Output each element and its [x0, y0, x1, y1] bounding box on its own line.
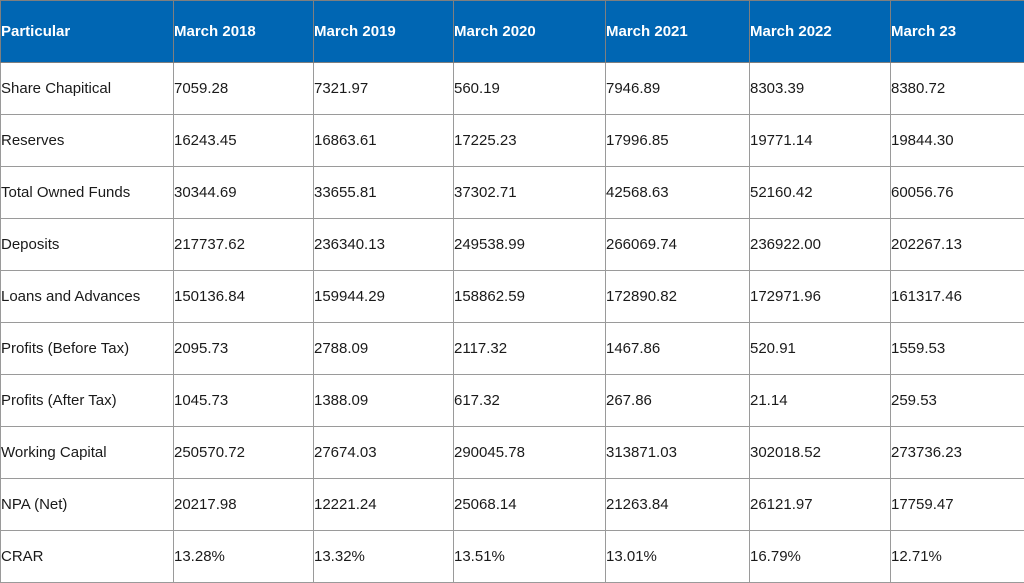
table-cell: 17996.85 — [605, 114, 750, 167]
table-cell: 8380.72 — [890, 62, 1024, 115]
table-cell: 2095.73 — [173, 322, 314, 375]
table-cell: 236340.13 — [313, 218, 454, 271]
row-label: Total Owned Funds — [0, 166, 174, 219]
table-row: Share Chapitical 7059.28 7321.97 560.19 … — [0, 62, 1024, 115]
table-row: CRAR 13.28% 13.32% 13.51% 13.01% 16.79% … — [0, 530, 1024, 583]
table-cell: 13.28% — [173, 530, 314, 583]
table-cell: 313871.03 — [605, 426, 750, 479]
table-cell: 249538.99 — [453, 218, 606, 271]
table-cell: 159944.29 — [313, 270, 454, 323]
table-cell: 25068.14 — [453, 478, 606, 531]
table-cell: 259.53 — [890, 374, 1024, 427]
table-cell: 7321.97 — [313, 62, 454, 115]
table-cell: 217737.62 — [173, 218, 314, 271]
table-cell: 27674.03 — [313, 426, 454, 479]
table-cell: 1045.73 — [173, 374, 314, 427]
header-row: Particular March 2018 March 2019 March 2… — [0, 0, 1024, 63]
table-cell: 236922.00 — [749, 218, 891, 271]
row-label: Profits (After Tax) — [0, 374, 174, 427]
table-cell: 7946.89 — [605, 62, 750, 115]
table-cell: 202267.13 — [890, 218, 1024, 271]
table-cell: 12.71% — [890, 530, 1024, 583]
table-cell: 13.01% — [605, 530, 750, 583]
table-cell: 2788.09 — [313, 322, 454, 375]
table-cell: 172971.96 — [749, 270, 891, 323]
table-cell: 8303.39 — [749, 62, 891, 115]
table-cell: 1559.53 — [890, 322, 1024, 375]
header-cell-march-2018: March 2018 — [173, 0, 314, 63]
table-row: Deposits 217737.62 236340.13 249538.99 2… — [0, 218, 1024, 271]
table-cell: 33655.81 — [313, 166, 454, 219]
table-cell: 161317.46 — [890, 270, 1024, 323]
table-cell: 17759.47 — [890, 478, 1024, 531]
table-cell: 1467.86 — [605, 322, 750, 375]
table-cell: 26121.97 — [749, 478, 891, 531]
header-cell-particular: Particular — [0, 0, 174, 63]
table-cell: 2117.32 — [453, 322, 606, 375]
row-label: Working Capital — [0, 426, 174, 479]
table-cell: 16.79% — [749, 530, 891, 583]
table-cell: 302018.52 — [749, 426, 891, 479]
table-body: Share Chapitical 7059.28 7321.97 560.19 … — [0, 62, 1024, 583]
table-cell: 16863.61 — [313, 114, 454, 167]
table-cell: 37302.71 — [453, 166, 606, 219]
table-cell: 617.32 — [453, 374, 606, 427]
table-cell: 19844.30 — [890, 114, 1024, 167]
table-cell: 52160.42 — [749, 166, 891, 219]
table-cell: 16243.45 — [173, 114, 314, 167]
row-label: Profits (Before Tax) — [0, 322, 174, 375]
table-cell: 1388.09 — [313, 374, 454, 427]
table-cell: 150136.84 — [173, 270, 314, 323]
header-cell-march-2021: March 2021 — [605, 0, 750, 63]
row-label: Reserves — [0, 114, 174, 167]
table-cell: 266069.74 — [605, 218, 750, 271]
table-cell: 19771.14 — [749, 114, 891, 167]
table-cell: 21.14 — [749, 374, 891, 427]
table-cell: 42568.63 — [605, 166, 750, 219]
row-label: CRAR — [0, 530, 174, 583]
table-cell: 13.32% — [313, 530, 454, 583]
table-cell: 21263.84 — [605, 478, 750, 531]
header-cell-march-23: March 23 — [890, 0, 1024, 63]
table-cell: 60056.76 — [890, 166, 1024, 219]
header-cell-march-2020: March 2020 — [453, 0, 606, 63]
table-row: Working Capital 250570.72 27674.03 29004… — [0, 426, 1024, 479]
table-cell: 560.19 — [453, 62, 606, 115]
table-cell: 520.91 — [749, 322, 891, 375]
row-label: Share Chapitical — [0, 62, 174, 115]
table-row: Profits (After Tax) 1045.73 1388.09 617.… — [0, 374, 1024, 427]
row-label: NPA (Net) — [0, 478, 174, 531]
table-cell: 17225.23 — [453, 114, 606, 167]
table-cell: 7059.28 — [173, 62, 314, 115]
table-cell: 13.51% — [453, 530, 606, 583]
table-cell: 172890.82 — [605, 270, 750, 323]
table-cell: 158862.59 — [453, 270, 606, 323]
table-row: Loans and Advances 150136.84 159944.29 1… — [0, 270, 1024, 323]
table-row: NPA (Net) 20217.98 12221.24 25068.14 212… — [0, 478, 1024, 531]
table-row: Total Owned Funds 30344.69 33655.81 3730… — [0, 166, 1024, 219]
row-label: Deposits — [0, 218, 174, 271]
table-cell: 12221.24 — [313, 478, 454, 531]
header-cell-march-2019: March 2019 — [313, 0, 454, 63]
table-cell: 267.86 — [605, 374, 750, 427]
table-header: Particular March 2018 March 2019 March 2… — [0, 0, 1024, 63]
table-row: Reserves 16243.45 16863.61 17225.23 1799… — [0, 114, 1024, 167]
row-label: Loans and Advances — [0, 270, 174, 323]
table-cell: 273736.23 — [890, 426, 1024, 479]
table-cell: 290045.78 — [453, 426, 606, 479]
table-cell: 250570.72 — [173, 426, 314, 479]
table-cell: 20217.98 — [173, 478, 314, 531]
table-cell: 30344.69 — [173, 166, 314, 219]
table-row: Profits (Before Tax) 2095.73 2788.09 211… — [0, 322, 1024, 375]
header-cell-march-2022: March 2022 — [749, 0, 891, 63]
